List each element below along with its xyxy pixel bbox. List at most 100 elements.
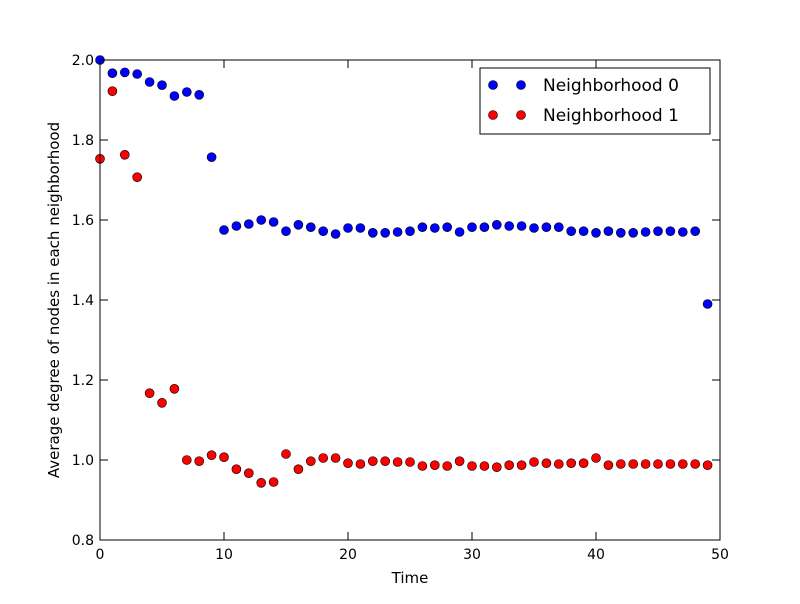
y-tick-label: 1.2 [72,373,94,389]
data-point [231,221,242,231]
data-point [591,453,601,463]
data-point [516,460,527,471]
data-point [417,461,428,471]
data-point [566,226,577,236]
data-point [677,227,688,237]
data-point [107,68,118,78]
data-point [578,458,589,469]
data-point [553,459,564,469]
data-point [194,90,204,100]
data-point [392,227,403,237]
data-point [690,459,701,469]
y-tick-label: 1.0 [72,453,94,469]
data-point [330,453,341,463]
data-point [417,222,428,232]
x-tick-label: 50 [711,547,729,563]
data-point [268,477,279,487]
data-point [132,69,142,79]
legend-marker [488,80,498,90]
data-point [157,397,167,408]
data-point [479,461,490,471]
legend-marker [488,110,498,120]
x-tick-label: 30 [463,547,481,563]
data-point [491,462,502,473]
data-point [442,222,453,232]
y-tick-label: 0.8 [72,533,94,549]
data-point [677,459,688,469]
data-point [343,223,353,233]
legend-entries: Neighborhood 0 Neighborhood 1 [488,76,679,126]
data-point [244,219,254,229]
data-point [504,460,515,471]
data-point [690,226,701,236]
data-point [120,67,130,78]
data-point [442,461,453,471]
legend: Neighborhood 0 Neighborhood 1 [479,67,711,135]
data-point [702,299,713,309]
data-point [293,464,304,475]
legend-label: Neighborhood 0 [543,76,679,96]
data-point [504,221,515,231]
data-point [628,459,639,469]
data-point [330,229,341,239]
data-point [380,456,391,467]
ticks-layer: 0 10 20 30 40 50 0.8 1.0 1.2 1.4 1.6 1.8 2.0 [72,53,729,563]
data-point [665,226,676,236]
data-point [355,459,366,469]
data-point [405,226,415,236]
data-point [144,77,155,87]
data-point [144,388,155,399]
data-point [367,228,378,238]
data-point [591,228,601,238]
y-tick-label: 1.4 [72,293,94,309]
data-point [467,222,477,232]
data-point [566,458,577,469]
x-tick-label: 10 [215,547,233,563]
x-tick-label: 20 [339,547,357,563]
data-point [169,383,180,394]
data-point [107,86,118,96]
y-tick-label: 1.8 [72,133,94,149]
data-point [182,455,192,465]
points-layer [95,55,713,488]
data-point [615,228,626,238]
data-point [318,226,329,236]
data-point [132,172,142,182]
data-point [429,460,440,471]
data-point [305,222,316,232]
data-point [244,468,254,479]
data-point [343,458,353,469]
data-point [665,459,676,469]
data-point [603,226,614,236]
series-neighborhood-1 [95,86,713,488]
data-point [231,464,242,475]
data-point [305,456,316,467]
data-point [182,87,192,97]
x-tick-label: 40 [587,547,605,563]
data-point [318,453,329,463]
data-point [157,80,167,90]
data-point [479,222,490,232]
x-axis-title: Time [391,569,429,587]
data-point [578,226,589,236]
data-point [467,461,477,471]
data-point [120,150,130,160]
data-point [529,457,539,467]
y-tick-label: 2.0 [72,53,94,69]
data-point [653,226,663,236]
series-neighborhood-0 [95,55,713,309]
data-point [653,459,663,469]
data-point [392,457,403,467]
data-point [529,223,539,233]
data-point [491,220,502,230]
data-point [194,456,204,467]
data-point [541,222,552,232]
data-point [615,459,626,469]
data-point [281,226,291,236]
data-point [206,152,217,162]
data-point [628,228,639,238]
data-point [553,222,564,232]
y-axis-title: Average degree of nodes in each neighbor… [45,122,63,478]
